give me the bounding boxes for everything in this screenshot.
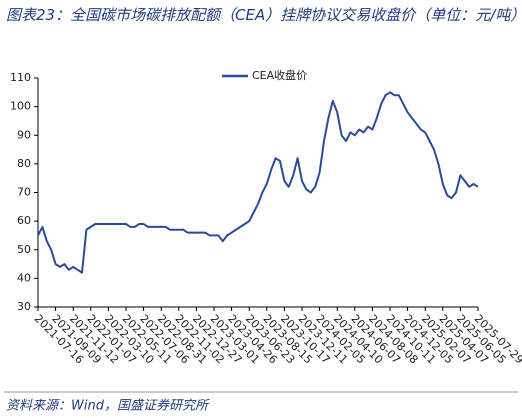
y-tick-label: 60: [17, 214, 31, 227]
y-tick-label: 40: [17, 271, 31, 284]
y-tick-label: 90: [17, 128, 31, 141]
y-tick-label: 110: [10, 71, 31, 84]
chart-title: 图表23：全国碳市场碳排放配额（CEA）挂牌协议交易收盘价（单位：元/吨）: [6, 6, 522, 24]
y-tick-label: 50: [17, 243, 31, 256]
series-line: [37, 91, 479, 274]
y-tick-label: 80: [17, 157, 31, 170]
y-tick-label: 30: [17, 300, 31, 313]
y-tick-label: 70: [17, 186, 31, 199]
legend-label: CEA收盘价: [252, 68, 307, 82]
y-tick-label: 100: [10, 100, 31, 113]
source: 资料来源：Wind，国盛证券研究所: [6, 398, 210, 414]
